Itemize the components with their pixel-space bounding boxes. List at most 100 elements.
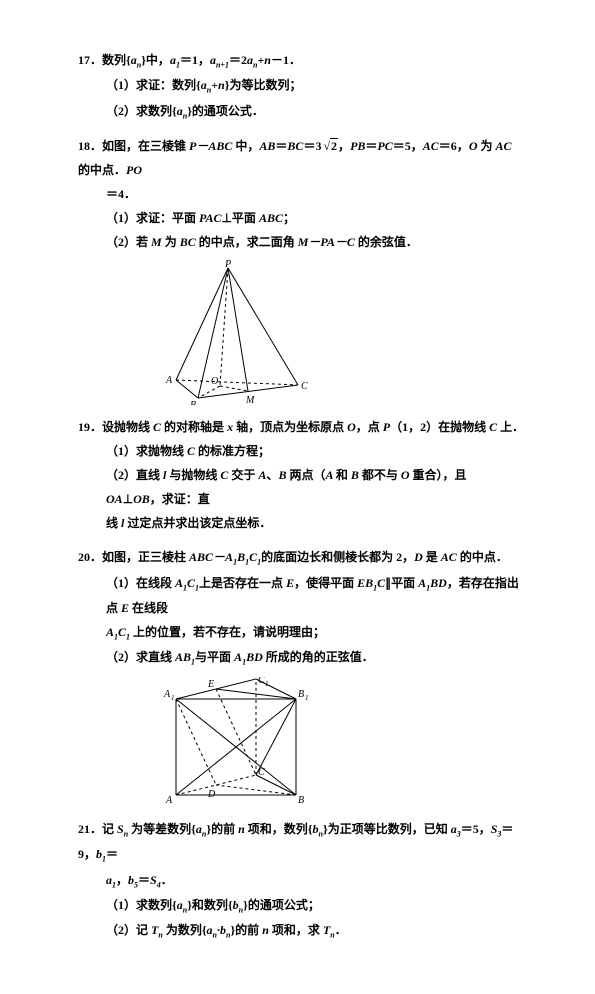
t: 的对称轴是: [164, 420, 224, 434]
t: 的中点，求二面角: [199, 235, 295, 249]
t: }的前: [230, 923, 259, 937]
num: 20．: [78, 550, 102, 564]
num: 18．: [78, 139, 102, 153]
t: 所成的角的正弦值．: [266, 650, 374, 664]
t: ＝: [138, 873, 150, 887]
p19-q2: （2）直线 l 与抛物线 C 交于 A、B 两点（A 和 B 都不与 O 重合）…: [78, 463, 525, 511]
num: 17．: [78, 53, 102, 67]
t: （2）记: [106, 923, 148, 937]
p19-q1: （1）求抛物线 C 的标准方程；: [78, 439, 525, 463]
svg-text:C: C: [301, 381, 308, 392]
t: （2）求数列{: [106, 104, 177, 118]
t: 为: [480, 139, 492, 153]
t: （1）求抛物线: [106, 444, 184, 458]
p20-q1: （1）在线段 A1C1上是否存在一点 E，使得平面 EB1C∥平面 A1BD，若…: [78, 571, 525, 620]
t: 2: [330, 138, 338, 153]
t: ，: [338, 139, 350, 153]
svg-text:A: A: [165, 795, 173, 806]
t: 中，: [235, 139, 259, 153]
p18-q2: （2）若 M 为 BC 的中点，求二面角 M－PA－C 的余弦值．: [78, 230, 525, 254]
t: 上是否存在一点: [199, 576, 283, 590]
t: +: [211, 78, 218, 92]
t: ，点: [356, 420, 380, 434]
svg-text:C: C: [258, 677, 265, 686]
t: ＝1，: [180, 53, 210, 67]
t: （1）在线段: [106, 576, 172, 590]
t: 项和，数列{: [248, 822, 313, 836]
t: }为正项等比数列，已知: [323, 822, 448, 836]
p18-stem: 18．如图，在三棱锥 P－ABC 中，AB＝BC＝3√2，PB＝PC＝5，AC＝…: [78, 134, 525, 182]
svg-text:A: A: [165, 375, 173, 386]
p17-stem: 17．数列{an}中，a1＝1，an+1＝2an+n－1．: [78, 48, 525, 73]
p17-q1: （1）求证：数列{an+n}为等比数列；: [78, 73, 525, 98]
t: （2）求直线: [106, 650, 172, 664]
t: ，: [116, 873, 128, 887]
t: （1）求证：数列{: [106, 78, 201, 92]
t: ＝2: [229, 53, 247, 67]
t: ⊥平面: [221, 211, 255, 225]
svg-text:O: O: [211, 376, 218, 387]
svg-text:M: M: [245, 395, 255, 405]
problem-21: 21．记 Sn 为等差数列{an}的前 n 项和，数列{bn}为正项等比数列，已…: [78, 817, 525, 944]
p21-q1: （1）求数列{an}和数列{bn}的通项公式；: [78, 893, 525, 918]
tetrahedron-svg: P A B C M O: [158, 260, 313, 405]
t: }的通项公式；: [243, 898, 320, 912]
svg-text:1: 1: [265, 680, 269, 688]
t: （1）求数列{: [106, 898, 177, 912]
t: 如图，正三棱柱: [102, 550, 186, 564]
svg-text:B: B: [298, 689, 304, 700]
t: ＝5，: [461, 822, 491, 836]
t: 与抛物线: [169, 468, 217, 482]
t: 重合），且: [413, 468, 467, 482]
svg-text:A: A: [163, 689, 171, 700]
p20-figure: A B C A1 B1 C1 D E: [158, 677, 525, 807]
t: }为等比数列；: [225, 78, 302, 92]
t: 轴，顶点为坐标原点: [236, 420, 344, 434]
problem-18: 18．如图，在三棱锥 P－ABC 中，AB＝BC＝3√2，PB＝PC＝5，AC＝…: [78, 134, 525, 405]
t: 在抛物线: [438, 420, 486, 434]
t: ＝5，: [393, 139, 423, 153]
svg-text:1: 1: [171, 694, 175, 702]
t: }中，: [141, 53, 170, 67]
t: （2）若: [106, 235, 148, 249]
p18-stem2: ＝4．: [78, 182, 525, 206]
t: 在线段: [132, 601, 168, 615]
t: 的中点．: [460, 550, 508, 564]
prism-svg: A B C A1 B1 C1 D E: [158, 677, 338, 807]
t: ，求证：直: [150, 492, 210, 506]
svg-text:D: D: [207, 789, 216, 800]
t: ．: [161, 873, 173, 887]
t: 上．: [500, 420, 524, 434]
t: 的中点．: [78, 163, 126, 177]
t: 、: [266, 468, 278, 482]
t: 与平面: [195, 650, 231, 664]
t: }和数列{: [187, 898, 232, 912]
t: 线: [106, 516, 118, 530]
t: －1．: [271, 53, 301, 67]
problem-17: 17．数列{an}中，a1＝1，an+1＝2an+n－1． （1）求证：数列{a…: [78, 48, 525, 124]
p21-stem2: a1，b5＝S4．: [78, 868, 525, 893]
t: 的底面边长和侧棱长都为 2，: [261, 550, 414, 564]
p19-q2b: 线 l 过定点并求出该定点坐标．: [78, 511, 525, 535]
t: 过定点并求出该定点坐标．: [127, 516, 271, 530]
p17-q2: （2）求数列{an}的通项公式．: [78, 99, 525, 124]
t: }的通项公式．: [187, 104, 264, 118]
p20-q1b: A1C1 上的位置，若不存在，请说明理由；: [78, 620, 525, 645]
t: 的余弦值．: [358, 235, 418, 249]
p20-stem: 20．如图，正三棱柱 ABC－A1B1C1的底面边长和侧棱长都为 2，D 是 A…: [78, 545, 525, 570]
p18-figure: P A B C M O: [158, 260, 525, 405]
t: ∥平面: [385, 576, 415, 590]
t: 项和，求: [272, 923, 320, 937]
svg-text:1: 1: [305, 694, 309, 702]
svg-text:C: C: [258, 767, 265, 778]
t: ⊥: [123, 492, 133, 506]
t: ＝: [106, 847, 118, 861]
num: 21．: [78, 822, 102, 836]
t: ．: [335, 923, 347, 937]
svg-text:B: B: [298, 795, 304, 806]
exam-page: 17．数列{an}中，a1＝1，an+1＝2an+n－1． （1）求证：数列{a…: [0, 0, 595, 994]
t: 两点（: [289, 468, 325, 482]
t: ＝6，: [439, 139, 469, 153]
num: 19．: [78, 420, 102, 434]
t: ＝3: [303, 139, 321, 153]
